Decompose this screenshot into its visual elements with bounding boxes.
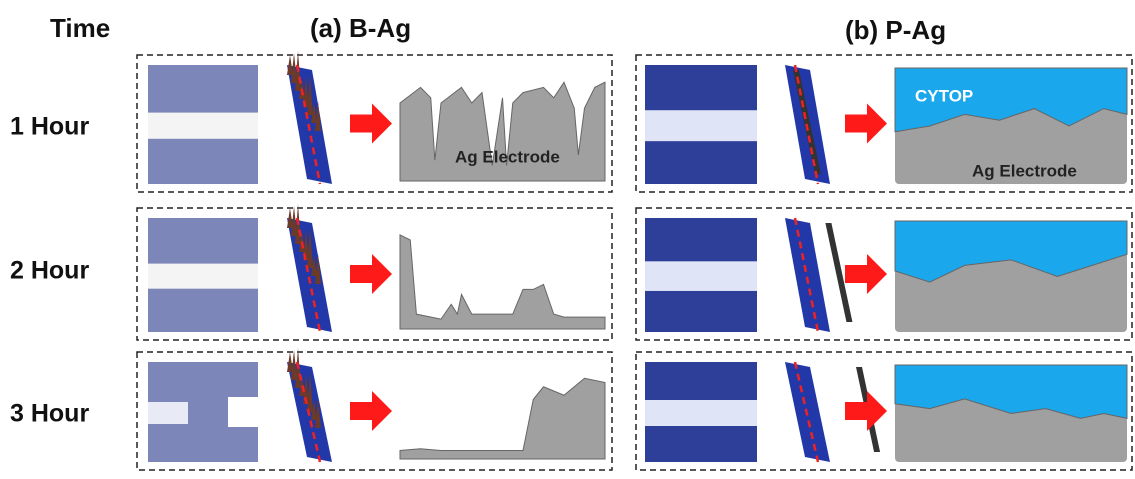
panel-box xyxy=(635,207,1133,341)
spike xyxy=(315,398,321,428)
panel-box xyxy=(635,54,1133,193)
panel-a-title: (a) B-Ag xyxy=(310,13,411,43)
panel-box xyxy=(635,351,1133,471)
annotation: CYTOP xyxy=(915,86,973,105)
electrode-strip xyxy=(228,397,258,427)
profile xyxy=(399,81,606,182)
electrode-strip xyxy=(148,112,258,139)
row-label: 3 Hour xyxy=(10,400,89,428)
spike xyxy=(307,75,313,115)
electrode-strip xyxy=(645,400,757,426)
wall xyxy=(825,223,853,322)
profile xyxy=(399,234,606,330)
spike xyxy=(315,101,321,131)
arrow xyxy=(350,391,392,431)
cut-line xyxy=(295,64,322,185)
wall xyxy=(792,70,821,174)
cut-line xyxy=(295,217,322,333)
spike xyxy=(315,254,321,284)
cut-line xyxy=(295,361,322,463)
cut-line xyxy=(793,64,820,185)
spike xyxy=(291,53,297,83)
electrode-strip xyxy=(148,263,258,289)
arrow xyxy=(845,391,887,431)
spike xyxy=(287,55,293,75)
electrode-strip xyxy=(645,110,757,142)
row-label: 2 Hour xyxy=(10,257,89,285)
spike xyxy=(287,208,293,228)
panel-box xyxy=(136,54,613,193)
spike xyxy=(307,372,313,412)
time-header: Time xyxy=(50,13,110,43)
arrow xyxy=(845,103,887,144)
spike xyxy=(311,103,317,123)
cytop-layer xyxy=(894,220,1128,283)
panel-b-title: (b) P-Ag xyxy=(845,15,946,45)
annotation: Ag Electrode xyxy=(455,147,560,166)
spike xyxy=(311,400,317,420)
row-label: 1 Hour xyxy=(10,113,89,141)
spike xyxy=(291,350,297,380)
electrode-strip xyxy=(148,402,188,424)
cut-line xyxy=(793,361,820,463)
arrow xyxy=(350,254,392,294)
panel-box xyxy=(136,351,613,471)
profile xyxy=(399,377,606,460)
spike xyxy=(303,374,309,404)
spike xyxy=(311,256,317,276)
cut-line xyxy=(793,217,820,333)
arrow xyxy=(350,103,392,144)
surface-plot xyxy=(287,218,332,332)
cytop-layer xyxy=(894,364,1128,419)
panel-box xyxy=(136,207,613,341)
spike xyxy=(303,230,309,260)
spike xyxy=(307,228,313,268)
spike xyxy=(287,352,293,372)
arrow xyxy=(845,254,887,294)
surface-plot xyxy=(785,218,830,332)
spike xyxy=(303,77,309,107)
annotation: Ag Electrode xyxy=(972,161,1077,180)
electrode-strip xyxy=(645,261,757,291)
artwork xyxy=(136,51,1133,471)
spike xyxy=(291,206,297,236)
cytop-layer xyxy=(894,67,1128,133)
